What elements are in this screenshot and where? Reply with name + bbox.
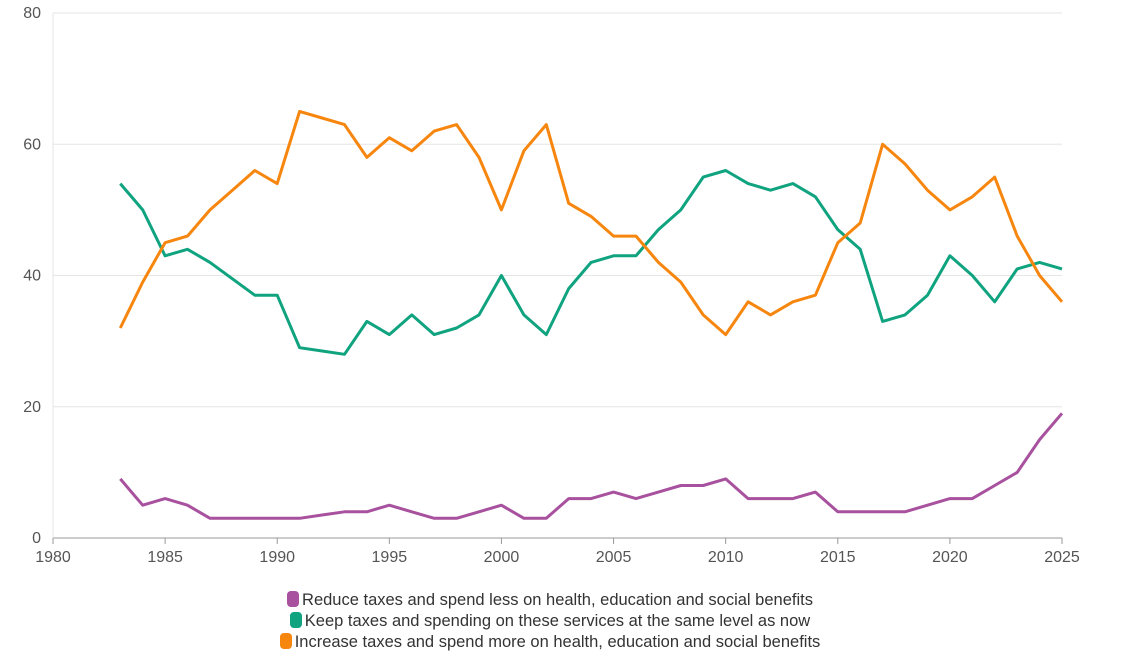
y-tick-label: 20 <box>23 399 41 416</box>
legend-item-reduce: Reduce taxes and spend less on health, e… <box>0 590 1100 611</box>
legend-label-increase: Increase taxes and spend more on health,… <box>294 633 821 651</box>
x-tick-label: 1995 <box>372 549 408 566</box>
legend-label-reduce: Reduce taxes and spend less on health, e… <box>302 591 813 609</box>
x-tick-label: 2000 <box>484 549 520 566</box>
x-tick-label: 2025 <box>1044 549 1080 566</box>
legend-item-keep: Keep taxes and spending on these service… <box>0 611 1100 632</box>
x-tick-label: 2010 <box>708 549 744 566</box>
x-tick-label: 2005 <box>596 549 632 566</box>
legend-label-keep: Keep taxes and spending on these service… <box>304 612 811 630</box>
x-tick-label: 2020 <box>932 549 968 566</box>
y-tick-label: 40 <box>23 268 41 285</box>
legend-swatch-keep <box>289 612 302 628</box>
y-tick-label: 60 <box>23 136 41 153</box>
legend: Reduce taxes and spend less on health, e… <box>0 590 1100 653</box>
series-line-keep <box>119 169 1063 356</box>
x-tick-label: 2015 <box>820 549 856 566</box>
legend-item-increase: Increase taxes and spend more on health,… <box>0 632 1100 653</box>
line-chart: 0 20 40 60 80 1980 1985 1990 1995 2000 2005 2010 201… <box>23 5 1080 566</box>
y-tick-label: 80 <box>23 5 41 22</box>
x-tick-label: 1980 <box>35 549 71 566</box>
series-line-increase <box>118 109 1064 337</box>
legend-swatch-increase <box>279 633 292 649</box>
series-line-reduce <box>119 412 1064 520</box>
x-tick-label: 1985 <box>147 549 183 566</box>
y-tick-label: 0 <box>32 530 41 547</box>
legend-swatch-reduce <box>287 591 300 607</box>
x-tick-label: 1990 <box>259 549 295 566</box>
